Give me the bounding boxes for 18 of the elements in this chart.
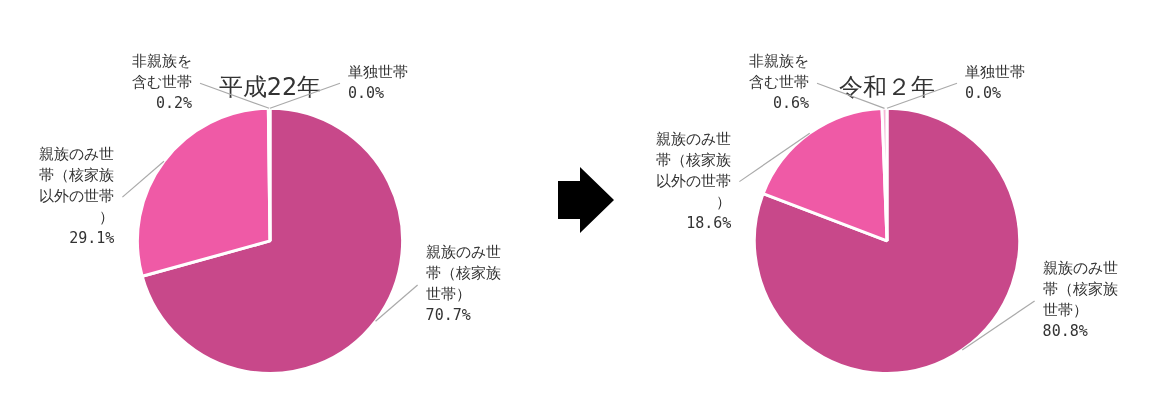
- data-label: 80.8%: [1042, 322, 1088, 341]
- slice-label: 非親族を含む世帯: [749, 52, 809, 92]
- category-label: 単独世帯: [348, 62, 408, 81]
- data-label: 0.2%: [155, 94, 192, 113]
- text: 令和２年: [839, 72, 935, 101]
- slice-label: 非親族を含む世帯: [132, 52, 192, 92]
- data-label: 29.1%: [69, 229, 115, 247]
- slice-label: 親族のみ世帯（核家族以外の世帯）: [656, 129, 732, 211]
- slice-label: 親族のみ世帯（核家族世帯）: [425, 243, 501, 304]
- text: 平成22年: [218, 72, 322, 101]
- data-label: 18.6%: [686, 213, 732, 232]
- slice-label: 親族のみ世帯（核家族以外の世帯）: [39, 145, 115, 226]
- text: 0.0%: [965, 83, 1002, 102]
- data-label: 70.7%: [425, 306, 471, 325]
- text: 0.0%: [348, 83, 385, 102]
- slice-label: 親族のみ世帯（核家族世帯）: [1042, 259, 1118, 320]
- category-label: 単独世帯: [965, 62, 1025, 81]
- data-label: 0.6%: [772, 94, 809, 113]
